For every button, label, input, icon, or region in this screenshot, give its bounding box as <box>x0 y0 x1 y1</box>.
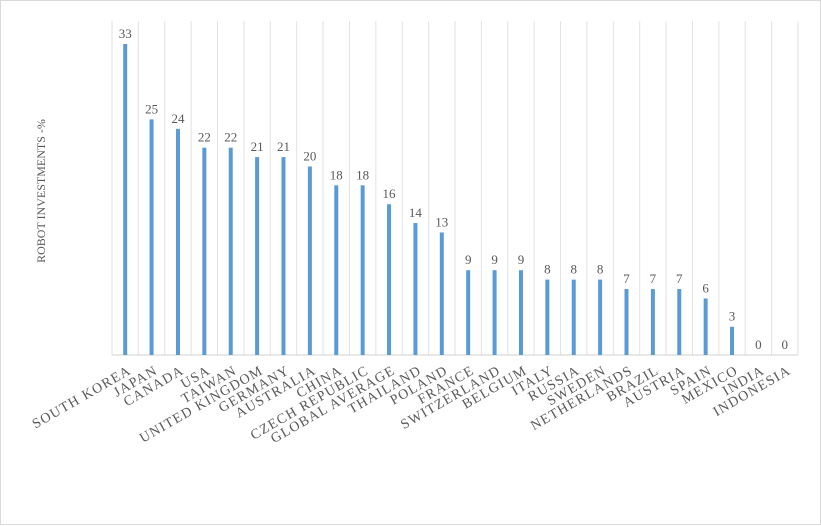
bar-china <box>334 185 339 355</box>
bar-global-average <box>387 204 392 355</box>
value-label: 8 <box>597 262 604 277</box>
bar-brazil <box>650 289 655 355</box>
bar-germany <box>281 157 286 355</box>
y-axis-label: ROBOT INVESTMENTS -% <box>34 119 48 263</box>
bar-thailand <box>413 223 418 355</box>
bar-usa <box>202 147 207 355</box>
bar-canada <box>175 128 180 355</box>
value-label: 3 <box>729 309 736 324</box>
bar-australia <box>307 166 312 355</box>
value-label: 22 <box>198 130 211 145</box>
bar-japan <box>149 119 154 355</box>
bar-belgium <box>518 270 523 355</box>
value-label: 20 <box>303 149 316 164</box>
bar-france <box>466 270 471 355</box>
value-label: 13 <box>435 214 448 229</box>
value-labels: 33 25 24 22 22 21 21 20 18 18 16 14 13 9 9 9 8 8 8 7 7 7 6 3 0 0 <box>119 26 788 352</box>
bar-south-korea <box>123 44 128 355</box>
value-label: 21 <box>277 139 290 154</box>
bar-italy <box>545 279 550 355</box>
bar-czech-republic <box>360 185 365 355</box>
value-label: 8 <box>544 262 551 277</box>
value-label: 9 <box>465 252 472 267</box>
value-label: 24 <box>171 111 185 126</box>
value-label: 7 <box>623 271 630 286</box>
value-label: 7 <box>650 271 657 286</box>
bar-mexico <box>730 326 735 355</box>
value-label: 18 <box>330 167 343 182</box>
bar-switzerland <box>492 270 497 355</box>
value-label: 8 <box>570 262 577 277</box>
bar-poland <box>439 232 444 355</box>
value-label: 9 <box>518 252 525 267</box>
bar-austria <box>677 289 682 355</box>
value-label: 7 <box>676 271 683 286</box>
bar-united-kingdom <box>255 157 260 355</box>
value-label: 25 <box>145 101 158 116</box>
value-label: 6 <box>702 280 709 295</box>
value-label: 0 <box>782 337 789 352</box>
bar-spain <box>703 298 708 355</box>
value-label: 0 <box>755 337 762 352</box>
bars <box>123 44 735 355</box>
bar-sweden <box>598 279 603 355</box>
bar-russia <box>571 279 576 355</box>
value-label: 33 <box>119 26 132 41</box>
bar-netherlands <box>624 289 629 355</box>
value-label: 22 <box>224 130 237 145</box>
value-label: 18 <box>356 167 369 182</box>
value-label: 9 <box>491 252 498 267</box>
value-label: 21 <box>251 139 264 154</box>
value-label: 16 <box>383 186 397 201</box>
gridlines <box>111 21 799 356</box>
bar-taiwan <box>228 147 233 355</box>
value-label: 14 <box>409 205 423 220</box>
